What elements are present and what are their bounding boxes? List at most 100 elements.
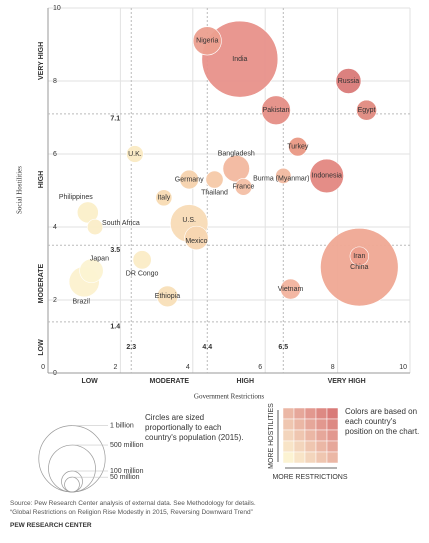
org: PEW RESEARCH CENTER: [10, 522, 92, 529]
color-swatch: [326, 407, 339, 420]
color-swatch: [304, 440, 317, 453]
country-label: India: [232, 56, 247, 63]
x-band-label: HIGH: [237, 378, 255, 385]
size-legend-circle: [61, 470, 83, 493]
country-label: Turkey: [287, 144, 309, 151]
size-legend-label: 100 million: [110, 468, 144, 475]
color-x-label: MORE RESTRICTIONS: [272, 474, 347, 481]
country-label: Mexico: [185, 238, 207, 245]
country-label: Pakistan: [263, 107, 290, 114]
country-label: Japan: [90, 256, 109, 263]
country-label: Ethiopia: [155, 293, 180, 300]
country-label: U.K.: [128, 151, 142, 158]
color-swatch: [326, 440, 339, 453]
bubble: [184, 225, 209, 251]
x-axis-title: Government Restrictions: [194, 393, 264, 401]
x-tick-label: 6: [258, 364, 262, 371]
country-label: Thailand: [201, 189, 228, 196]
color-swatch: [293, 429, 306, 442]
bubble: [76, 201, 99, 224]
y-band-label: MODERATE: [38, 263, 45, 303]
country-label: Bangladesh: [218, 150, 255, 157]
bubble: [222, 154, 250, 183]
color-swatch: [315, 440, 328, 453]
bubble: [156, 285, 179, 308]
country-label: Indonesia: [312, 173, 342, 180]
color-swatch: [304, 429, 317, 442]
country-label: Nigeria: [196, 38, 218, 45]
color-swatch: [326, 429, 339, 442]
country-label: Germany: [175, 176, 204, 183]
x-tick-label: 10: [399, 364, 407, 371]
color-y-label: MORE HOSTILITIES: [268, 403, 275, 469]
country-label: South Africa: [102, 220, 140, 227]
bubble: [192, 26, 222, 56]
threshold-label: 2.3: [126, 344, 136, 351]
bubble: [179, 169, 199, 190]
y-tick-label: 4: [53, 224, 57, 231]
country-label: Italy: [157, 195, 170, 202]
x-band-label: MODERATE: [149, 378, 189, 385]
x-tick-label: 2: [113, 364, 117, 371]
y-tick-label: 8: [53, 78, 57, 85]
size-legend-circle: [64, 476, 80, 493]
bubble: [356, 99, 377, 121]
size-note: Circles are sized proportionally to each…: [145, 413, 244, 442]
country-label: Philippines: [59, 194, 93, 201]
bubble: [261, 95, 291, 125]
color-swatch: [282, 429, 295, 442]
color-swatch: [304, 407, 317, 420]
bubble: [349, 246, 369, 266]
bubble: [320, 227, 399, 307]
y-band-label: VERY HIGH: [38, 42, 45, 80]
country-label: U.S.: [182, 217, 196, 224]
x-tick-label: 8: [331, 364, 335, 371]
bubble: [126, 145, 144, 163]
country-label: China: [350, 264, 368, 271]
color-swatch: [293, 451, 306, 464]
country-label: Russia: [338, 78, 360, 85]
y-band-label: LOW: [38, 339, 45, 356]
x-band-label: LOW: [81, 378, 98, 385]
color-swatch: [304, 418, 317, 431]
bubble: [205, 170, 224, 189]
y-tick-label: 10: [53, 5, 61, 12]
x-tick-label: 0: [41, 364, 45, 371]
bubble: [86, 218, 104, 236]
bubble: [234, 178, 253, 196]
color-swatch: [282, 418, 295, 431]
size-legend-label: 500 million: [110, 442, 144, 449]
y-band-label: HIGH: [38, 171, 45, 189]
threshold-label: 4.4: [202, 344, 212, 351]
threshold-label: 6.5: [278, 344, 288, 351]
bubble: [79, 258, 104, 283]
y-tick-label: 2: [53, 297, 57, 304]
color-swatch: [326, 451, 339, 464]
country-label: Vietnam: [278, 286, 304, 293]
size-legend-circle: [48, 444, 96, 493]
country-label: Egypt: [358, 107, 376, 114]
bubble: [275, 167, 292, 184]
x-tick-label: 4: [186, 364, 190, 371]
chart: 024681002468102.34.46.51.43.57.1LOWMODER…: [16, 5, 411, 493]
size-legend-circle: [38, 425, 106, 493]
bubble: [335, 68, 362, 94]
country-label: DR Congo: [126, 271, 159, 278]
color-swatch: [315, 418, 328, 431]
color-swatch: [315, 451, 328, 464]
bubble: [288, 137, 308, 157]
color-swatch: [315, 407, 328, 420]
country-label: Brazil: [72, 299, 90, 306]
color-swatch: [282, 407, 295, 420]
report: “Global Restrictions on Religion Rise Mo…: [10, 509, 253, 516]
x-band-label: VERY HIGH: [328, 378, 366, 385]
color-swatch: [293, 418, 306, 431]
threshold-label: 3.5: [110, 247, 120, 254]
bubble: [155, 189, 173, 207]
y-axis-title: Social Hostilities: [16, 166, 24, 214]
bubble: [309, 158, 344, 194]
y-tick-label: 6: [53, 151, 57, 158]
color-note: Colors are based on each country's posit…: [345, 407, 420, 436]
color-swatch: [315, 429, 328, 442]
bubble: [280, 278, 301, 300]
